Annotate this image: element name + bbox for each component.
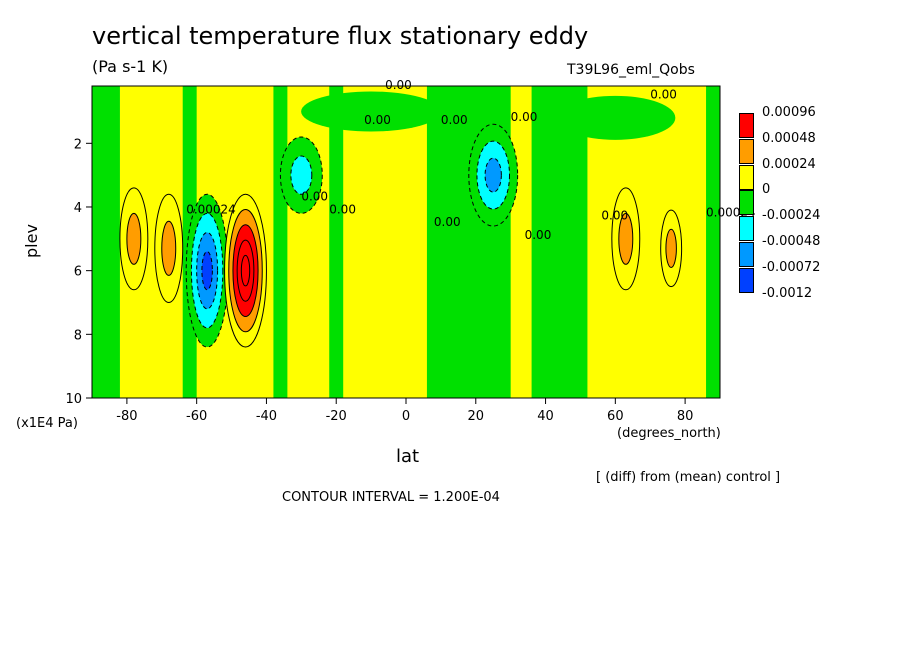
- contour-label: 0.00: [329, 202, 356, 216]
- contour-label: 0.00: [525, 228, 552, 242]
- colorbar-swatch: [739, 216, 754, 242]
- negative-band: [706, 86, 720, 398]
- x-axis-units: (degrees_north): [617, 426, 721, 441]
- x-axis-label: lat: [396, 446, 420, 467]
- x-tick-label: 0: [402, 409, 410, 424]
- contour-interval: CONTOUR INTERVAL = 1.200E-04: [282, 490, 500, 505]
- y-tick-label: 8: [74, 328, 82, 343]
- y-tick-label: 10: [65, 392, 82, 407]
- contour-label: 0.00: [511, 110, 538, 124]
- contour-label: 0.00: [650, 88, 677, 102]
- x-tick-label: -80: [116, 409, 137, 424]
- upper-negative-patch: [301, 91, 442, 132]
- chart-title: vertical temperature flux stationary edd…: [92, 22, 589, 50]
- x-tick-label: 40: [537, 409, 554, 424]
- colorbar-label: 0.00024: [762, 156, 816, 172]
- diff-note: [ (diff) from (mean) control ]: [596, 470, 781, 485]
- colorbar-swatch: [739, 113, 754, 138]
- colorbar-label: -0.00024: [762, 208, 821, 224]
- colorbar-label: -0.00048: [762, 234, 821, 249]
- contour-label: 0.00: [441, 113, 468, 127]
- contour-label: 0.00: [385, 78, 412, 92]
- negative-band: [531, 86, 588, 398]
- feature-contour-5: [484, 157, 502, 193]
- y-tick-label: 4: [74, 201, 82, 216]
- y-tick-label: 6: [74, 265, 82, 280]
- x-tick-label: -40: [256, 409, 277, 424]
- colorbar-swatch: [739, 138, 754, 164]
- contour-label: 0.00: [301, 190, 328, 204]
- contour-label: 0.00: [364, 113, 391, 127]
- colorbar-swatch: [739, 164, 754, 190]
- chart-units: (Pa s-1 K): [92, 57, 169, 76]
- y-axis-units: (x1E4 Pa): [16, 416, 78, 431]
- colorbar-swatch: [739, 267, 754, 293]
- x-tick-label: 20: [468, 409, 485, 424]
- colorbar-label: -0.0012: [762, 285, 813, 301]
- run-label: T39L96_eml_Qobs: [567, 62, 695, 78]
- contour-label: 0.00: [434, 215, 461, 229]
- colorbar-swatch: [739, 242, 754, 267]
- x-tick-label: -20: [326, 409, 347, 424]
- contour-label: 0.00024: [186, 202, 236, 216]
- colorbar-swatch: [739, 190, 754, 216]
- negative-band: [92, 86, 120, 398]
- feature-contour-4: [290, 155, 313, 195]
- feature-contour-6: [618, 212, 634, 265]
- contour-label: 0.00: [601, 209, 628, 223]
- feature-contour-3: [240, 254, 251, 287]
- negative-band: [273, 86, 288, 398]
- x-tick-label: -60: [186, 409, 207, 424]
- x-tick-label: 80: [677, 409, 694, 424]
- colorbar-label: 0.00048: [762, 130, 816, 146]
- feature-contour-7: [665, 228, 677, 268]
- colorbar-label: 0.00096: [762, 105, 816, 120]
- negative-band: [329, 86, 344, 398]
- colorbar-label: -0.00072: [762, 259, 821, 275]
- feature-contour-0: [126, 212, 142, 265]
- upper-negative-patch: [555, 95, 676, 140]
- y-tick-label: 2: [74, 137, 82, 152]
- feature-contour-2: [201, 251, 213, 291]
- colorbar-label: 0: [762, 182, 771, 198]
- feature-contour-1: [161, 220, 177, 276]
- x-tick-label: 60: [607, 409, 624, 424]
